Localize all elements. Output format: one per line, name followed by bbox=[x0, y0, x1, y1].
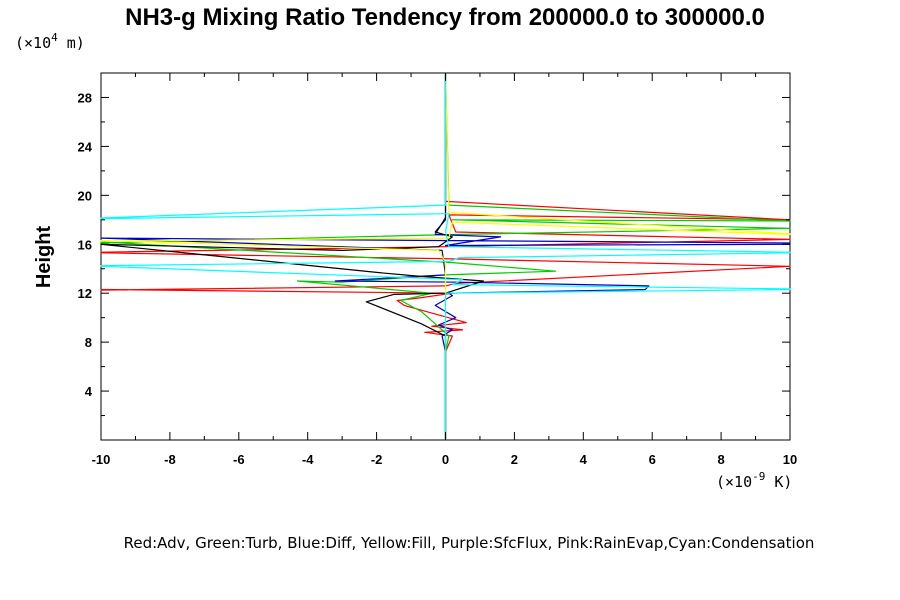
y-tick-label: 4 bbox=[85, 384, 93, 399]
y-tick-label: 28 bbox=[78, 90, 92, 105]
y-axis-unit: (×104 m) bbox=[15, 31, 85, 52]
chart-title: NH3-g Mixing Ratio Tendency from 200000.… bbox=[125, 4, 765, 31]
y-tick-label: 20 bbox=[78, 188, 92, 203]
x-tick-label: 0 bbox=[442, 452, 449, 467]
x-tick-label: -8 bbox=[164, 452, 176, 467]
x-tick-label: -2 bbox=[371, 452, 383, 467]
series-line-5 bbox=[100, 73, 791, 440]
y-axis-label: Height bbox=[33, 226, 55, 289]
x-tick-label: 8 bbox=[717, 452, 724, 467]
x-axis-unit: (×10-9 K) bbox=[716, 470, 792, 491]
x-tick-label: -4 bbox=[302, 452, 314, 467]
legend-text: Red:Adv, Green:Turb, Blue:Diff, Yellow:F… bbox=[124, 534, 815, 552]
y-tick-label: 16 bbox=[78, 237, 92, 252]
y-tick-label: 8 bbox=[85, 335, 92, 350]
series-line-2 bbox=[100, 73, 791, 440]
y-tick-label: 24 bbox=[78, 139, 93, 154]
y-tick-label: 12 bbox=[78, 286, 92, 301]
x-tick-label: -6 bbox=[233, 452, 245, 467]
x-tick-label: 10 bbox=[783, 452, 797, 467]
x-tick-label: 6 bbox=[649, 452, 656, 467]
x-tick-label: 4 bbox=[580, 452, 588, 467]
x-tick-label: -10 bbox=[92, 452, 111, 467]
series-layer bbox=[100, 72, 791, 440]
x-tick-label: 2 bbox=[511, 452, 518, 467]
series-line-4 bbox=[100, 72, 791, 440]
series-line-1 bbox=[100, 72, 791, 440]
